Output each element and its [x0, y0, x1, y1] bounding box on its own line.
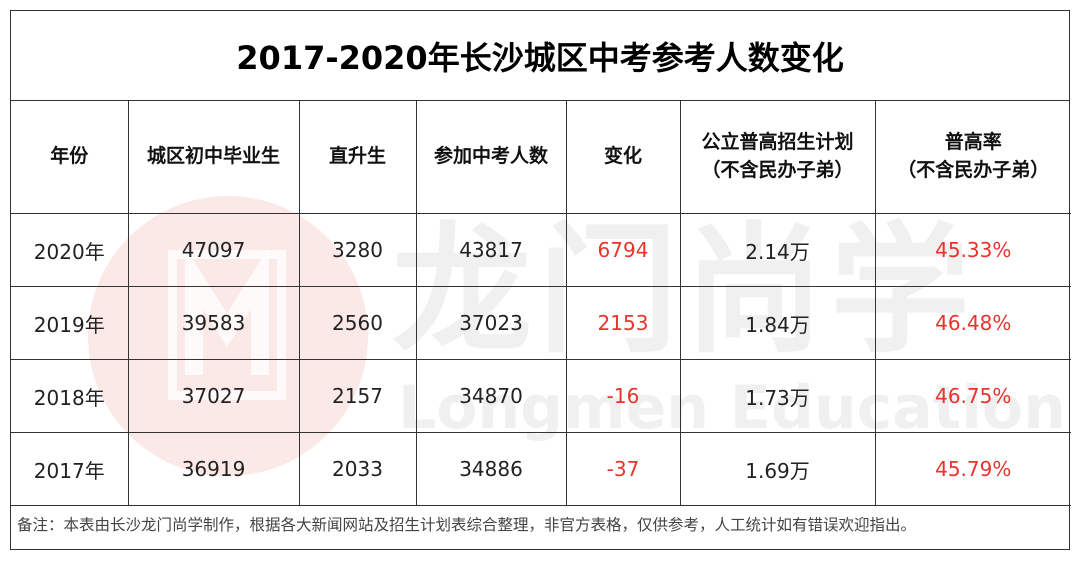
footnote: 备注：本表由长沙龙门尚学制作，根据各大新闻网站及招生计划表综合整理，非官方表格，… [17, 516, 917, 534]
cell-plan: 1.69万 [679, 432, 876, 506]
cell-exam-takers: 34870 [415, 359, 567, 433]
header-graduates: 城区初中毕业生 [127, 101, 300, 214]
table-frame: 2017-2020年长沙城区中考参考人数变化 年份 城区初中毕业生 直升生 参加… [10, 10, 1071, 550]
cell-change: -16 [565, 359, 681, 433]
cell-change: 2153 [565, 286, 681, 360]
cell-year: 2019年 [11, 286, 129, 360]
table-row: 2020年 47097 3280 43817 6794 2.14万 45.33% [11, 213, 1071, 287]
data-table: 年份 城区初中毕业生 直升生 参加中考人数 变化 公立普高招生计划 （不含民办子弟… [11, 101, 1071, 506]
cell-year: 2020年 [11, 213, 129, 287]
table-row: 2017年 36919 2033 34886 -37 1.69万 45.79% [11, 432, 1071, 506]
cell-graduates: 37027 [127, 359, 300, 433]
table-row: 2019年 39583 2560 37023 2153 1.84万 46.48% [11, 286, 1071, 360]
cell-rate: 45.79% [874, 432, 1071, 506]
cell-rate: 46.75% [874, 359, 1071, 433]
cell-graduates: 36919 [127, 432, 300, 506]
cell-exam-takers: 43817 [415, 213, 567, 287]
cell-change: 6794 [565, 213, 681, 287]
cell-exam-takers: 37023 [415, 286, 567, 360]
cell-exam-takers: 34886 [415, 432, 567, 506]
header-change: 变化 [565, 101, 681, 214]
cell-graduates: 39583 [127, 286, 300, 360]
cell-plan: 1.73万 [679, 359, 876, 433]
cell-direct: 2157 [298, 359, 417, 433]
header-plan: 公立普高招生计划 （不含民办子弟） [679, 101, 876, 214]
table-title: 2017-2020年长沙城区中考参考人数变化 [11, 11, 1069, 101]
cell-direct: 2560 [298, 286, 417, 360]
cell-direct: 3280 [298, 213, 417, 287]
header-rate: 普高率 （不含民办子弟） [874, 101, 1071, 214]
header-row: 年份 城区初中毕业生 直升生 参加中考人数 变化 公立普高招生计划 （不含民办子弟… [11, 101, 1071, 214]
cell-rate: 45.33% [874, 213, 1071, 287]
cell-change: -37 [565, 432, 681, 506]
cell-rate: 46.48% [874, 286, 1071, 360]
cell-plan: 2.14万 [679, 213, 876, 287]
cell-year: 2018年 [11, 359, 129, 433]
header-year: 年份 [11, 101, 129, 214]
table-row: 2018年 37027 2157 34870 -16 1.73万 46.75% [11, 359, 1071, 433]
cell-direct: 2033 [298, 432, 417, 506]
header-exam-takers: 参加中考人数 [415, 101, 567, 214]
cell-year: 2017年 [11, 432, 129, 506]
cell-graduates: 47097 [127, 213, 300, 287]
header-direct: 直升生 [298, 101, 417, 214]
cell-plan: 1.84万 [679, 286, 876, 360]
